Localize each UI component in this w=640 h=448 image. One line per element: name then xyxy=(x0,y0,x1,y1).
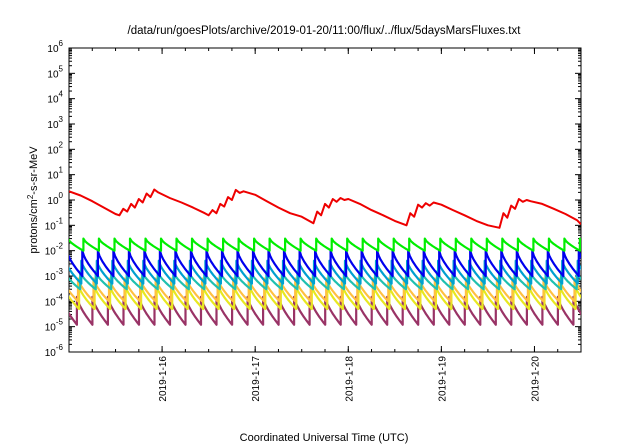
y-axis-label-part2: -s-sr-MeV xyxy=(28,146,40,195)
x-tick-label-2: 2019-1-18 xyxy=(344,356,355,402)
y-tick-label-9: 103 xyxy=(47,115,63,131)
x-tick-label-0: 2019-1-16 xyxy=(158,356,169,402)
y-tick-label-6: 100 xyxy=(47,191,63,207)
y-tick-label-8: 102 xyxy=(47,140,63,156)
series-line-0 xyxy=(69,188,581,229)
y-tick-label-10: 104 xyxy=(47,90,63,106)
y-axis-label: protons/cm2-s-sr-MeV xyxy=(26,146,41,254)
x-tick-label-3: 2019-1-19 xyxy=(437,356,448,402)
y-axis-tick-labels: 10-6 10-5 10-4 10-3 10-2 10-1 100 101 102 103 104 1… xyxy=(45,39,64,359)
y-tick-label-12: 106 xyxy=(47,39,63,55)
chart-title: /data/run/goesPlots/archive/2019-01-20/1… xyxy=(128,25,522,37)
y-tick-label-5: 10-1 xyxy=(45,216,64,232)
x-axis-tick-labels: 2019-1-16 2019-1-17 2019-1-18 2019-1-19 2019… xyxy=(158,356,541,402)
y-tick-label-11: 105 xyxy=(47,64,63,80)
series-line-2 xyxy=(69,249,581,278)
series-line-6 xyxy=(69,277,581,303)
y-tick-label-3: 10-3 xyxy=(45,267,64,283)
y-tick-label-7: 101 xyxy=(47,166,63,182)
x-axis-label: Coordinated Universal Time (UTC) xyxy=(240,432,409,444)
y-tick-label-1: 10-5 xyxy=(45,318,64,334)
y-tick-label-2: 10-4 xyxy=(45,292,64,308)
x-axis-ticks xyxy=(68,48,582,352)
y-tick-label-0: 10-6 xyxy=(45,343,64,359)
y-axis-label-sup: 2 xyxy=(26,194,35,199)
x-tick-label-1: 2019-1-17 xyxy=(251,356,262,402)
y-axis-label-part1: protons/cm xyxy=(28,199,40,253)
series-layer xyxy=(69,188,581,326)
series-line-7 xyxy=(69,295,581,326)
y-tick-label-4: 10-2 xyxy=(45,242,64,258)
series-line-1 xyxy=(69,237,581,252)
x-tick-label-4: 2019-1-20 xyxy=(530,356,541,402)
